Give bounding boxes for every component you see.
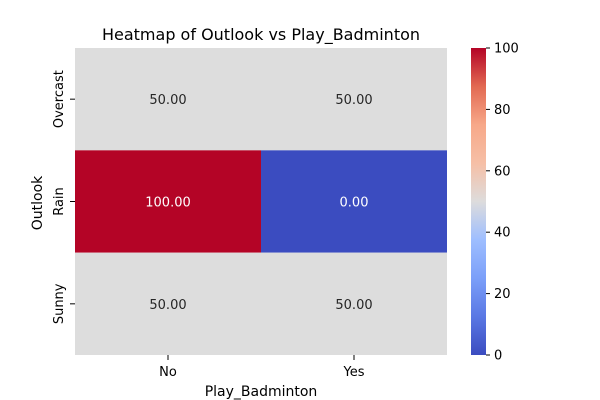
heatmap-cell: [261, 48, 447, 151]
heatmap-cell: [75, 48, 261, 151]
cell-value-label: 100.00: [145, 196, 191, 211]
x-tick-label: Yes: [343, 365, 365, 380]
colorbar: [471, 48, 486, 355]
heatmap-cell-labels: 50.00 50.00 100.00 0.00 50.00 50.00: [145, 93, 372, 313]
x-axis-label: Play_Badminton: [205, 384, 318, 400]
y-tick-label: Sunny: [52, 283, 67, 324]
y-axis-label: Outlook: [30, 175, 46, 230]
colorbar-tick-label: 0: [494, 349, 502, 364]
y-tick-label: Rain: [52, 187, 67, 216]
colorbar-tick-label: 20: [494, 287, 511, 302]
heatmap-cell: [261, 150, 447, 253]
colorbar-tick-label: 80: [494, 103, 511, 118]
cell-value-label: 50.00: [335, 298, 372, 313]
x-axis-ticks: No Yes: [159, 355, 365, 380]
heatmap-cell: [261, 252, 447, 355]
colorbar-tick-label: 60: [494, 164, 511, 179]
colorbar-tick-label: 100: [494, 42, 519, 57]
y-tick-label: Overcast: [52, 70, 67, 128]
heatmap-cell: [75, 150, 261, 253]
heatmap-cell: [75, 252, 261, 355]
colorbar-tick-label: 40: [494, 226, 511, 241]
cell-value-label: 50.00: [149, 93, 186, 108]
y-axis-ticks: Overcast Rain Sunny: [52, 70, 75, 324]
chart-title: Heatmap of Outlook vs Play_Badminton: [102, 25, 420, 45]
cell-value-label: 0.00: [340, 196, 369, 211]
cell-value-label: 50.00: [149, 298, 186, 313]
cell-value-label: 50.00: [335, 93, 372, 108]
colorbar-ticks: 0 20 40 60 80 100: [486, 42, 519, 364]
heatmap-cells: [75, 48, 447, 355]
x-tick-label: No: [159, 365, 177, 380]
